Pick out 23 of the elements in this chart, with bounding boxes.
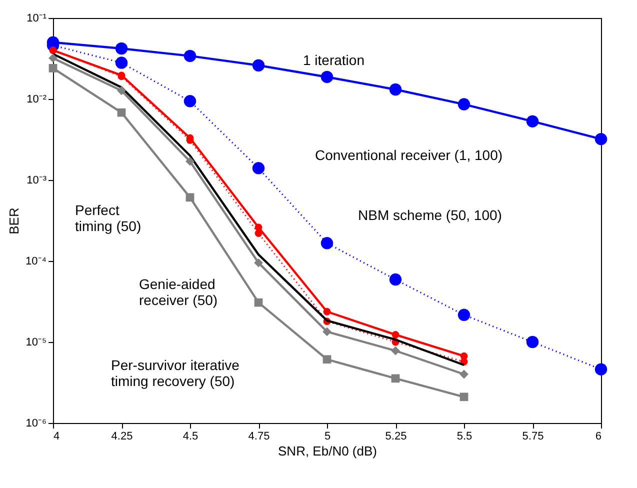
y-tick-label: 10⁻¹ bbox=[26, 12, 47, 24]
x-axis-title: SNR, Eb/N0 (dB) bbox=[278, 444, 377, 458]
x-tick-label: 4.5 bbox=[182, 430, 198, 442]
x-tick-label: 5.5 bbox=[456, 430, 472, 442]
annotation: Genie-aided receiver (50) bbox=[139, 276, 218, 308]
x-tick-label: 6 bbox=[595, 430, 602, 442]
x-tick-label: 5.25 bbox=[385, 430, 407, 442]
annotation: NBM scheme (50, 100) bbox=[358, 207, 502, 223]
x-tick-label: 5.75 bbox=[522, 430, 544, 442]
y-tick-label: 10⁻⁶ bbox=[26, 418, 46, 430]
x-tick-label: 4.25 bbox=[111, 430, 133, 442]
annotation: 1 iteration bbox=[303, 52, 364, 68]
x-tick-label: 4.75 bbox=[248, 430, 270, 442]
y-tick-label: 10⁻² bbox=[26, 94, 47, 106]
y-tick-label: 10⁻⁴ bbox=[26, 256, 47, 268]
x-tick-label: 5 bbox=[324, 430, 331, 442]
y-tick-label: 10⁻³ bbox=[26, 174, 47, 186]
annotation: Per-survivor iterative timing recovery (50) bbox=[111, 357, 240, 389]
y-tick-label: 10⁻⁵ bbox=[26, 336, 46, 348]
y-axis-title: BER bbox=[6, 208, 22, 234]
annotation: Perfect timing (50) bbox=[75, 202, 142, 234]
x-tick-label: 4 bbox=[54, 430, 60, 442]
annotation: Conventional receiver (1, 100) bbox=[315, 147, 503, 163]
